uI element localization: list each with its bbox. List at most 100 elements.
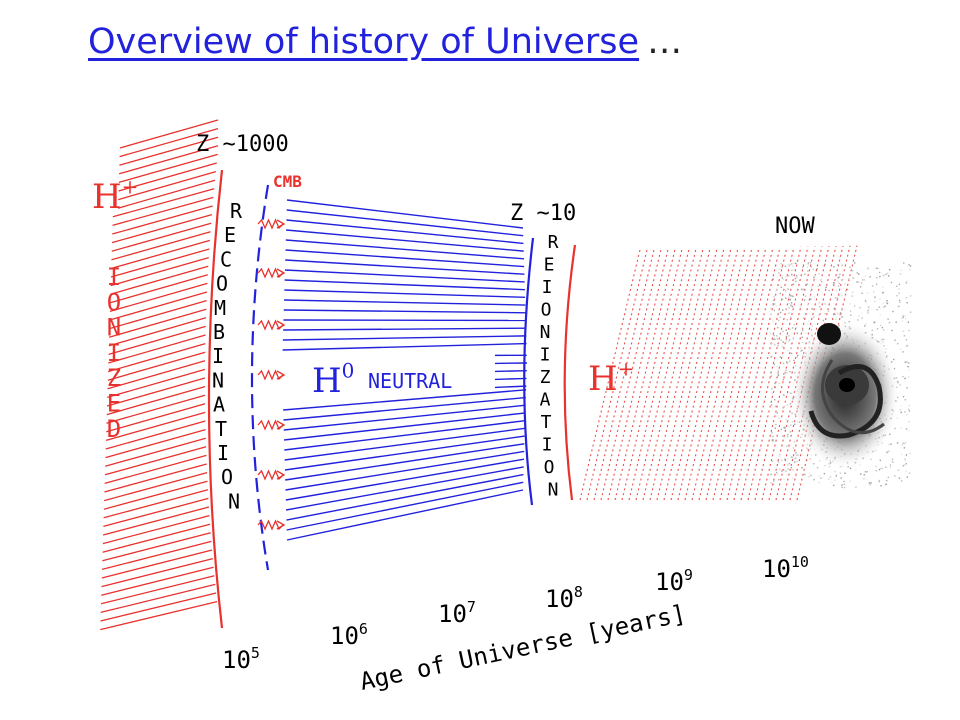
galaxy-noise — [811, 308, 813, 310]
ionized-hatch-line — [111, 231, 211, 261]
galaxy-noise — [782, 345, 784, 348]
galaxy-noise — [777, 461, 780, 464]
galaxy-noise — [793, 324, 795, 326]
galaxy-noise — [821, 298, 823, 300]
galaxy-noise — [844, 472, 846, 474]
galaxy-noise — [888, 321, 891, 324]
galaxy-noise — [784, 276, 787, 278]
galaxy-noise — [774, 343, 776, 346]
galaxy-noise — [802, 317, 805, 319]
galaxy-noise — [900, 480, 903, 482]
galaxy-noise — [794, 277, 797, 280]
galaxy-noise — [783, 478, 785, 480]
galaxy-noise — [800, 288, 803, 291]
galaxy-noise — [827, 310, 830, 313]
galaxy-noise — [791, 305, 793, 308]
neutral-hatch-line — [285, 259, 525, 275]
galaxy-noise — [906, 361, 908, 363]
galaxy-noise — [791, 269, 793, 271]
galaxy-noise — [773, 309, 776, 312]
galaxy-noise — [794, 457, 797, 459]
recombination-word-letter: I — [217, 441, 229, 465]
recombination-boundary — [207, 169, 224, 629]
reionized-hatch-line — [628, 248, 690, 501]
reionized-hatch-line — [754, 246, 816, 501]
galaxy-noise — [828, 478, 830, 480]
galaxy-noise — [804, 273, 806, 275]
galaxy-noise — [791, 295, 793, 297]
ionized-hatch-line — [104, 463, 207, 493]
galaxy-noise — [909, 268, 911, 271]
slide-title: Overview of history of Universe… — [88, 22, 682, 62]
galaxy-noise — [905, 470, 907, 472]
galaxy-noise — [792, 265, 794, 268]
galaxy-noise — [796, 276, 798, 279]
galaxy-noise — [834, 479, 836, 481]
galaxy-noise — [879, 314, 881, 316]
title-link[interactable]: Overview of history of Universe — [88, 22, 640, 62]
galaxy-noise — [784, 427, 786, 429]
galaxy-noise — [851, 291, 854, 294]
galaxy-noise — [836, 280, 839, 283]
galaxy-noise — [892, 310, 894, 313]
galaxy-noise — [857, 319, 859, 321]
galaxy-noise — [860, 282, 863, 284]
galaxy-noise — [850, 314, 852, 316]
galaxy-noise — [778, 417, 780, 419]
galaxy-noise — [890, 443, 892, 445]
galaxy-noise — [770, 371, 772, 374]
galaxy-noise — [789, 360, 791, 362]
galaxy-noise — [793, 268, 796, 271]
neutral-h0-label: H0 — [312, 359, 354, 401]
galaxy-noise — [776, 365, 779, 368]
galaxy-noise — [882, 286, 884, 288]
ionized-hatch-line — [107, 342, 206, 373]
galaxy-noise — [789, 298, 791, 301]
neutral-hatch-line — [286, 229, 524, 252]
reionization-word-letter: I — [542, 435, 553, 456]
galaxy-noise — [878, 306, 880, 308]
galaxy-noise — [867, 266, 869, 269]
galaxy-noise — [795, 262, 797, 264]
reionized-hatch-line — [719, 247, 781, 501]
galaxy-noise — [821, 281, 823, 283]
galaxy-noise — [795, 326, 798, 328]
galaxy-noise — [776, 276, 778, 279]
galaxy-noise — [835, 318, 837, 320]
galaxy-noise — [906, 387, 908, 389]
galaxy-noise — [790, 295, 792, 297]
galaxy-noise — [876, 328, 879, 330]
galaxy-noise — [905, 339, 908, 341]
ionized-word-letter: I — [107, 339, 121, 367]
galaxy-noise — [860, 312, 863, 314]
galaxy-noise — [894, 475, 896, 477]
galaxy-noise — [814, 275, 816, 277]
galaxy-noise — [844, 290, 847, 292]
galaxy-noise — [793, 359, 795, 362]
galaxy-noise — [900, 348, 902, 350]
galaxy-noise — [795, 280, 797, 283]
galaxy-noise — [777, 326, 779, 329]
galaxy-noise — [788, 264, 791, 267]
galaxy-noise — [887, 275, 890, 277]
galaxy-noise — [904, 460, 907, 462]
galaxy-noise — [869, 483, 871, 486]
ionized-hatch-line — [102, 506, 210, 536]
ionized-hatch-line — [105, 437, 206, 467]
galaxy-noise — [770, 342, 773, 345]
galaxy-noise — [785, 361, 788, 363]
galaxy-noise — [852, 277, 854, 279]
galaxy-noise — [824, 263, 826, 266]
galaxy-noise — [876, 308, 878, 311]
galaxy-noise — [838, 313, 841, 316]
galaxy-noise — [882, 302, 884, 304]
galaxy-noise — [814, 296, 816, 299]
galaxy-noise — [907, 344, 909, 347]
galaxy-noise — [793, 441, 796, 443]
galaxy-noise — [787, 275, 790, 277]
galaxy-image — [770, 262, 912, 489]
galaxy-noise — [820, 477, 822, 479]
neutral-hatch-line — [284, 299, 526, 306]
galaxy-noise — [770, 332, 772, 335]
